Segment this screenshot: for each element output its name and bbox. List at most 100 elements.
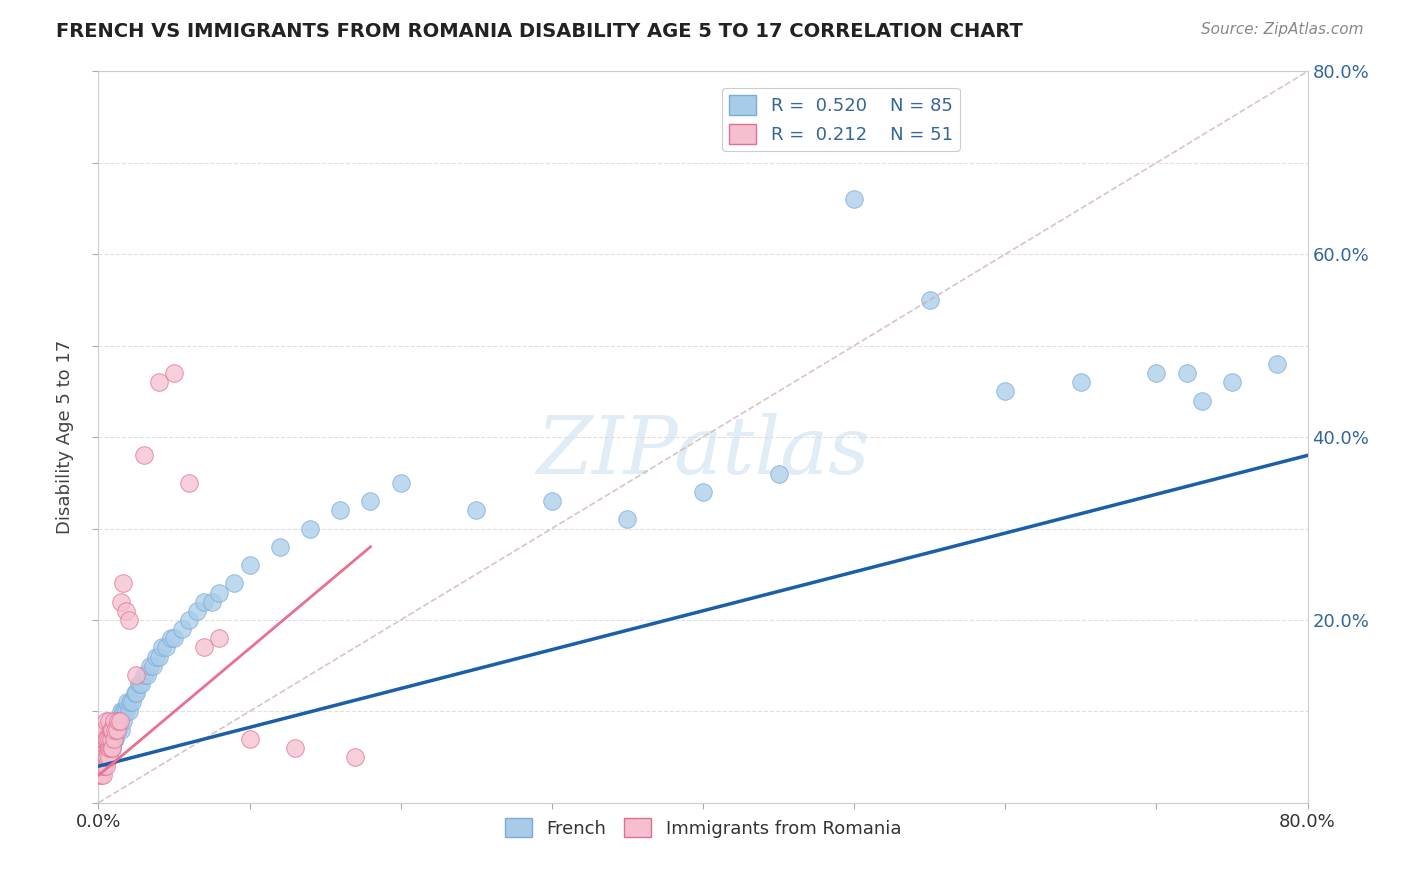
Point [98, 750, 121, 764]
Legend: French, Immigrants from Romania: French, Immigrants from Romania [498, 811, 908, 845]
Point [96, 731, 118, 746]
Point [100, 740, 122, 755]
Point [114, 705, 136, 719]
Point [269, 540, 291, 554]
Point [90, 731, 112, 746]
Point [94, 731, 117, 746]
Point [844, 192, 866, 206]
Point [103, 714, 125, 728]
Point [91, 731, 114, 746]
Point [100, 723, 122, 737]
Point [91, 750, 114, 764]
Point [89, 759, 111, 773]
Point [129, 677, 152, 691]
Point [110, 723, 132, 737]
Point [1191, 393, 1213, 408]
Point [98, 740, 121, 755]
Point [103, 731, 125, 746]
Point [360, 494, 382, 508]
Text: FRENCH VS IMMIGRANTS FROM ROMANIA DISABILITY AGE 5 TO 17 CORRELATION CHART: FRENCH VS IMMIGRANTS FROM ROMANIA DISABI… [56, 22, 1024, 41]
Point [1220, 375, 1243, 389]
Point [118, 705, 141, 719]
Point [994, 384, 1017, 399]
Point [112, 705, 135, 719]
Point [89, 740, 111, 755]
Point [93, 759, 115, 773]
Point [94, 723, 117, 737]
Point [107, 723, 129, 737]
Point [101, 723, 124, 737]
Point [128, 677, 150, 691]
Point [98, 723, 121, 737]
Point [100, 731, 122, 746]
Point [96, 750, 118, 764]
Point [89, 768, 111, 782]
Point [193, 640, 215, 655]
Point [90, 768, 112, 782]
Point [100, 723, 122, 737]
Point [105, 723, 128, 737]
Point [208, 632, 231, 646]
Point [93, 750, 115, 764]
Point [108, 714, 131, 728]
Point [135, 667, 157, 681]
Point [90, 740, 112, 755]
Y-axis label: Disability Age 5 to 17: Disability Age 5 to 17 [56, 340, 75, 534]
Point [101, 731, 124, 746]
Point [94, 750, 117, 764]
Point [1070, 375, 1092, 389]
Point [100, 731, 122, 746]
Point [94, 714, 117, 728]
Point [90, 759, 112, 773]
Point [101, 740, 124, 755]
Point [111, 714, 134, 728]
Text: ZIPatlas: ZIPatlas [536, 413, 870, 491]
Point [118, 613, 141, 627]
Point [111, 576, 134, 591]
Point [163, 632, 186, 646]
Point [540, 494, 562, 508]
Point [105, 714, 128, 728]
Point [160, 632, 183, 646]
Point [179, 475, 201, 490]
Point [1144, 366, 1167, 380]
Point [93, 731, 115, 746]
Point [170, 622, 193, 636]
Point [239, 558, 262, 573]
Point [104, 714, 127, 728]
Point [90, 750, 112, 764]
Point [103, 723, 125, 737]
Point [104, 731, 127, 746]
Point [105, 723, 128, 737]
Point [145, 649, 167, 664]
Point [94, 759, 117, 773]
Point [115, 695, 138, 709]
Point [179, 613, 201, 627]
Point [139, 658, 162, 673]
Point [132, 448, 155, 462]
Point [96, 731, 118, 746]
Point [121, 695, 143, 709]
Point [110, 594, 132, 608]
Point [114, 604, 136, 618]
Point [98, 714, 121, 728]
Point [142, 658, 165, 673]
Point [186, 604, 208, 618]
Point [107, 714, 129, 728]
Point [124, 686, 146, 700]
Point [193, 594, 215, 608]
Point [104, 723, 127, 737]
Point [94, 740, 117, 755]
Point [93, 759, 115, 773]
Point [150, 640, 173, 655]
Point [344, 750, 367, 764]
Point [111, 705, 134, 719]
Point [91, 759, 114, 773]
Point [389, 475, 412, 490]
Point [91, 731, 114, 746]
Point [1175, 366, 1198, 380]
Point [91, 750, 114, 764]
Point [163, 366, 186, 380]
Point [329, 503, 352, 517]
Point [98, 740, 121, 755]
